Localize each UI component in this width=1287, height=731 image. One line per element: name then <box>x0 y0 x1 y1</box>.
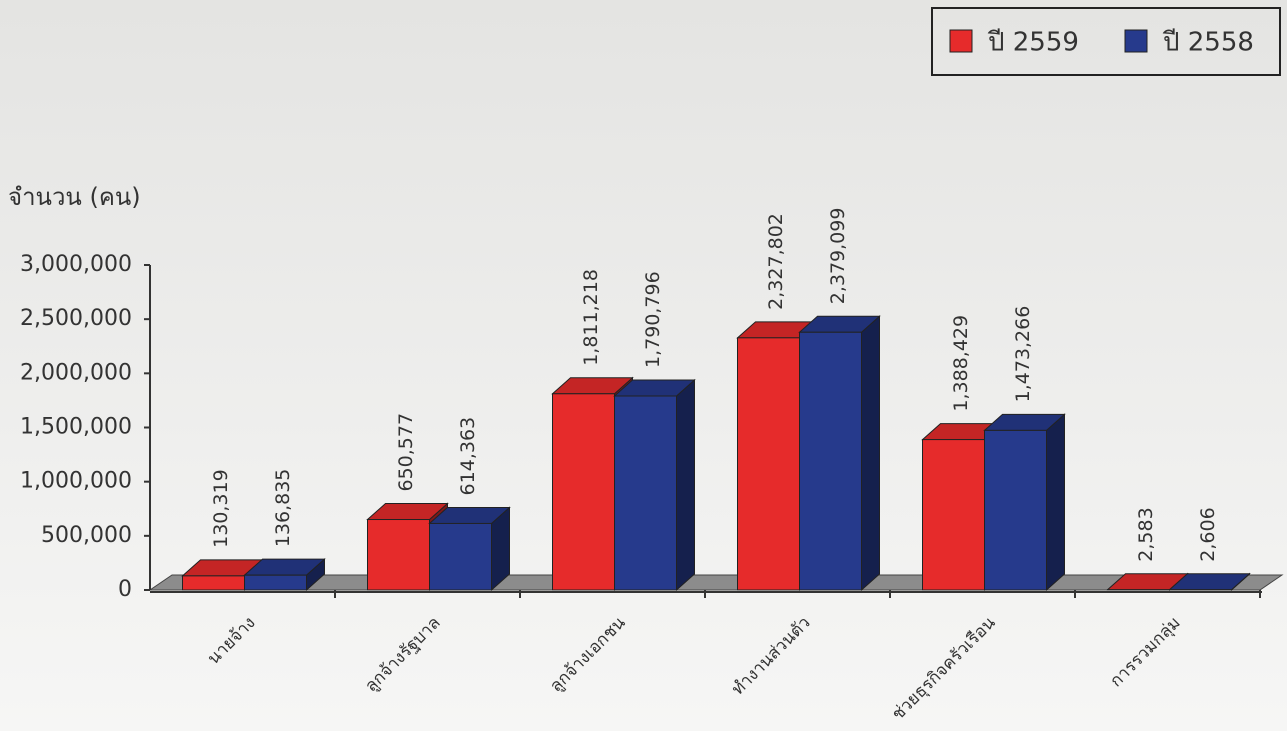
y-tick-label: 2,000,000 <box>20 360 132 385</box>
bar-side <box>1046 413 1065 592</box>
bar <box>367 519 430 591</box>
value-label: 136,835 <box>272 469 294 548</box>
y-tick-label: 3,000,000 <box>20 252 132 277</box>
bar-side <box>676 378 695 592</box>
legend-box <box>931 7 1281 76</box>
bar <box>614 395 677 591</box>
value-label: 1,790,796 <box>642 271 664 368</box>
legend-label: ปี 2558 <box>1162 28 1254 58</box>
bar-side <box>861 315 880 592</box>
legend-swatch <box>949 29 973 53</box>
value-label: 2,606 <box>1197 507 1219 561</box>
bar <box>737 337 800 591</box>
y-tick-label: 0 <box>118 577 132 602</box>
y-tick-label: 500,000 <box>41 523 132 548</box>
value-label: 130,319 <box>210 469 232 548</box>
value-label: 1,811,218 <box>580 269 602 366</box>
bar <box>429 522 492 591</box>
y-tick-label: 2,500,000 <box>20 306 132 331</box>
value-label: 650,577 <box>395 413 417 492</box>
value-label: 2,379,099 <box>827 208 849 305</box>
y-tick-label: 1,000,000 <box>20 469 132 494</box>
y-tick-label: 1,500,000 <box>20 415 132 440</box>
value-label: 614,363 <box>457 417 479 496</box>
value-label: 1,473,266 <box>1012 306 1034 403</box>
bar <box>799 331 862 591</box>
bar <box>182 575 245 591</box>
value-label: 1,388,429 <box>950 315 972 412</box>
bar <box>244 574 307 591</box>
legend-label: ปี 2559 <box>987 28 1079 58</box>
value-label: 2,583 <box>1135 507 1157 561</box>
y-axis-label: จำนวน (คน) <box>8 183 141 211</box>
bar <box>922 439 985 591</box>
value-label: 2,327,802 <box>765 213 787 310</box>
bar <box>984 429 1047 591</box>
legend-swatch <box>1124 29 1148 53</box>
bar <box>552 393 615 591</box>
